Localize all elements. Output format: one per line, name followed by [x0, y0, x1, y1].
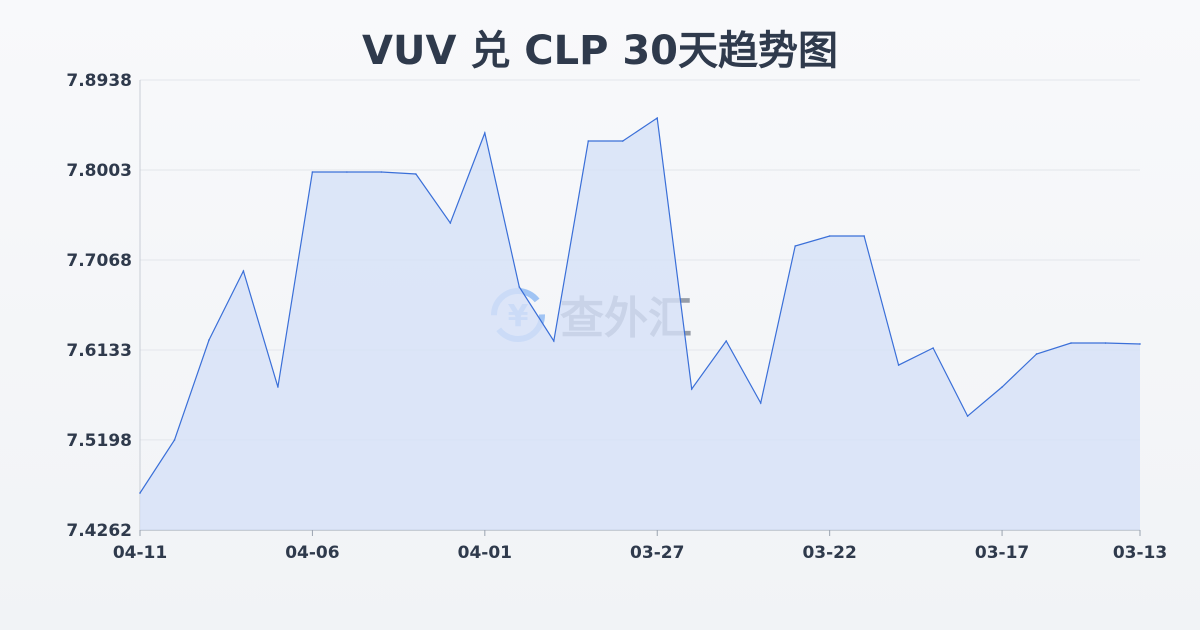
data-point	[794, 245, 796, 247]
data-point	[518, 286, 521, 288]
data-point	[656, 117, 659, 119]
data-point	[621, 140, 624, 142]
data-point	[587, 140, 590, 142]
data-point	[1035, 353, 1038, 355]
data-point	[828, 235, 831, 237]
data-point	[1001, 386, 1003, 388]
data-point	[311, 171, 314, 173]
data-point	[415, 173, 417, 175]
data-point	[552, 340, 555, 342]
data-point	[242, 270, 245, 272]
data-point	[449, 222, 452, 224]
x-tick-label: 04-11	[113, 543, 167, 563]
x-tick-label: 03-13	[1113, 543, 1167, 563]
data-point	[966, 415, 969, 417]
y-tick-label: 7.6133	[66, 341, 132, 361]
series-line	[139, 116, 1141, 494]
area-fill	[140, 118, 1140, 530]
data-point	[725, 340, 728, 342]
y-tick-label: 7.8938	[66, 71, 132, 91]
data-point	[1139, 343, 1141, 345]
data-point	[690, 388, 693, 390]
data-point	[173, 439, 176, 441]
x-tick-label: 04-01	[458, 543, 512, 563]
data-point	[139, 492, 141, 494]
x-tick-label: 03-17	[975, 543, 1029, 563]
data-point	[1104, 342, 1107, 344]
data-point	[208, 339, 210, 341]
x-tick-label: 04-06	[285, 543, 339, 563]
y-tick-label: 7.8003	[66, 161, 132, 181]
data-point	[484, 132, 486, 134]
data-point	[932, 347, 934, 349]
data-point	[346, 171, 348, 173]
data-point	[863, 235, 865, 237]
chart-title: VUV 兑 CLP 30天趋势图	[362, 28, 838, 74]
data-point	[277, 386, 279, 388]
y-tick-label: 7.5198	[66, 431, 132, 451]
y-tick-label: 7.4262	[66, 521, 132, 541]
data-point	[759, 402, 762, 404]
data-point	[380, 171, 383, 173]
x-tick-label: 03-27	[630, 543, 684, 563]
data-point	[897, 364, 900, 366]
y-tick-label: 7.7068	[66, 251, 132, 271]
x-tick-label: 03-22	[802, 543, 856, 563]
data-point	[1070, 342, 1072, 344]
